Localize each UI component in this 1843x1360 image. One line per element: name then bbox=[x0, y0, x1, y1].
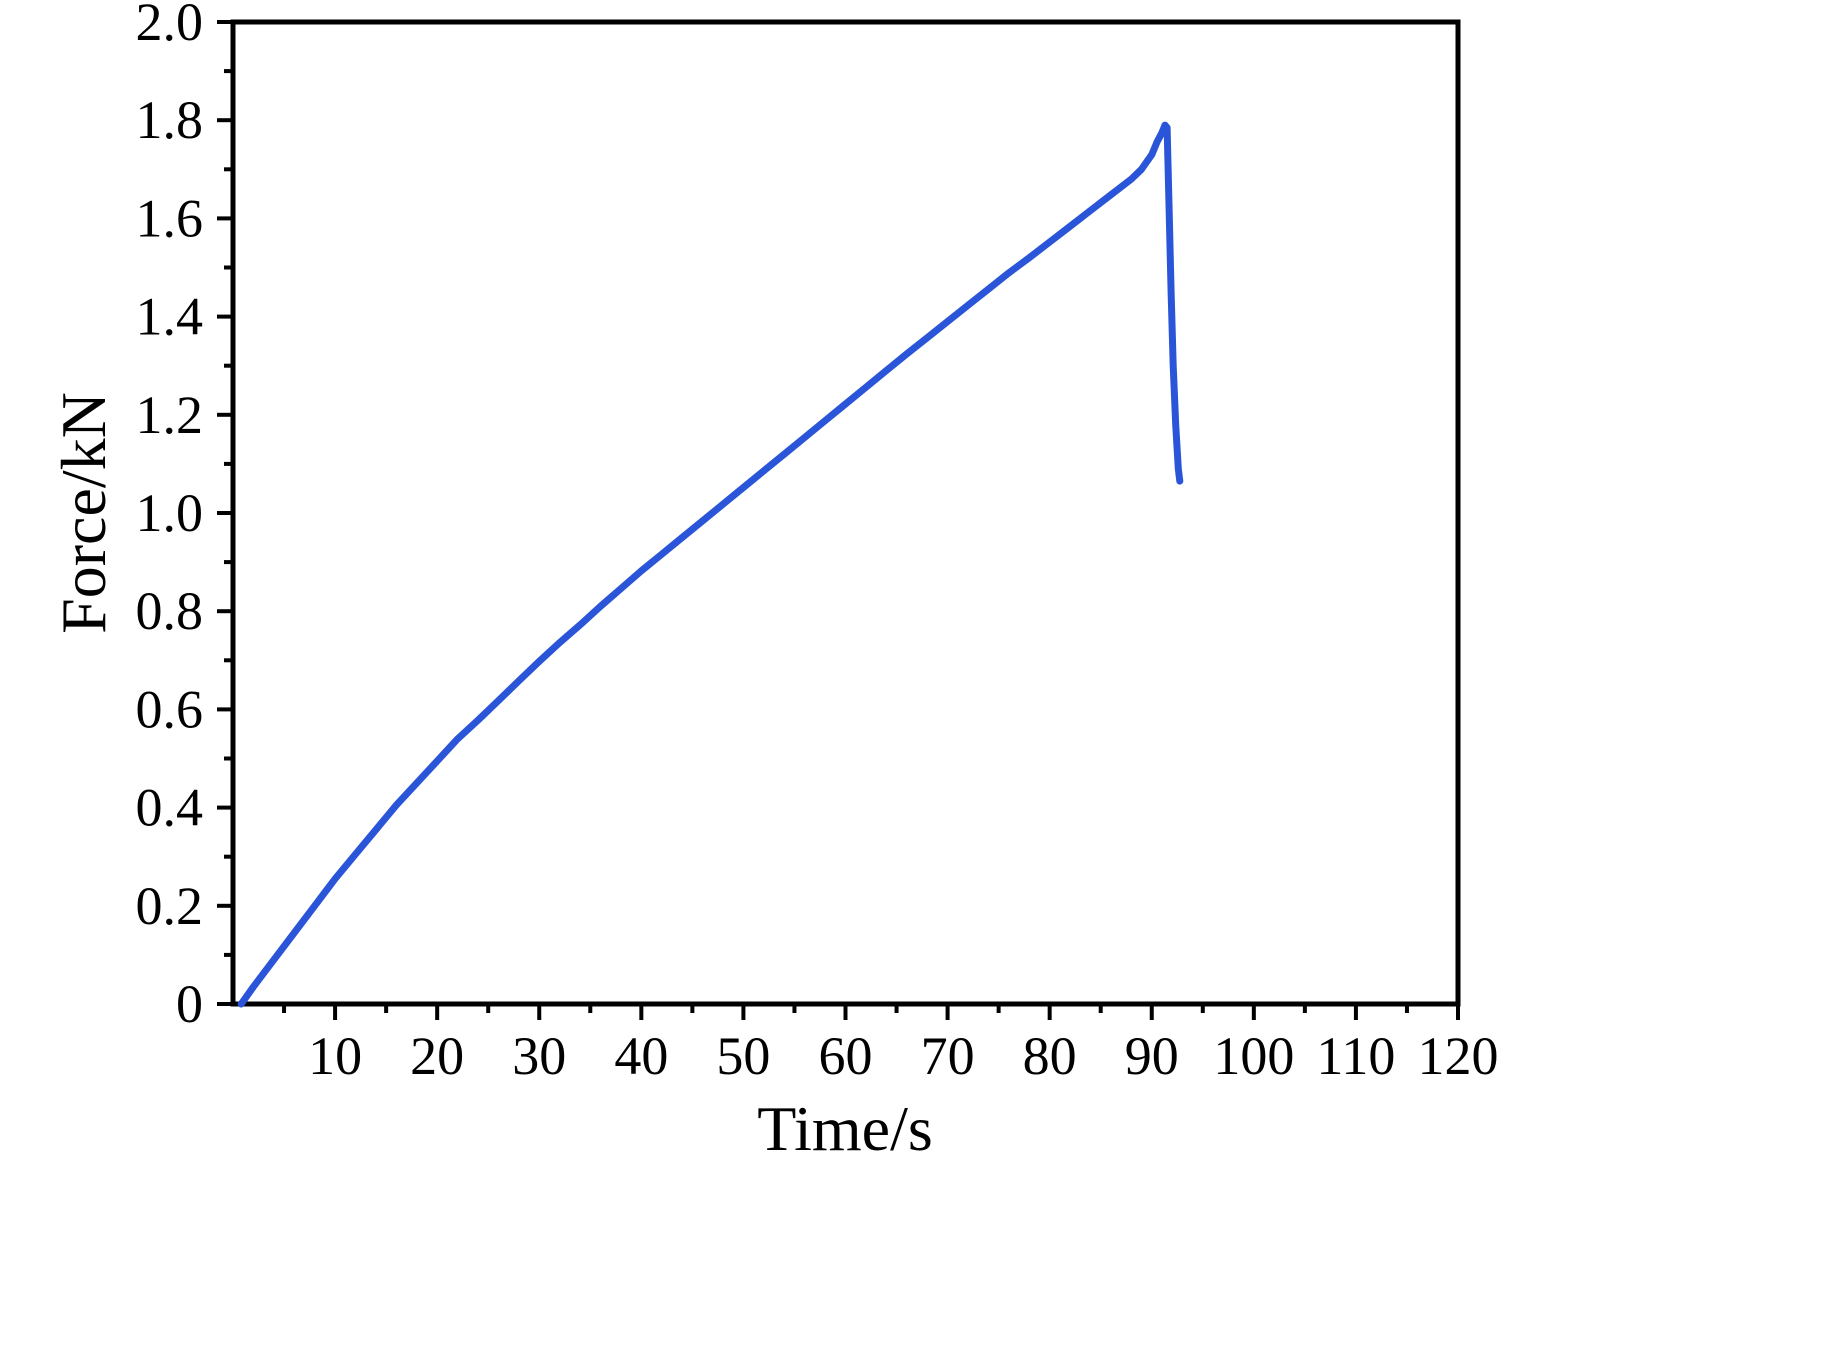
axis-ticks bbox=[217, 20, 1460, 1020]
x-tick-label: 20 bbox=[410, 1026, 464, 1086]
y-tick-label: 0.6 bbox=[136, 679, 204, 739]
x-tick-label: 50 bbox=[716, 1026, 770, 1086]
x-tick-label: 120 bbox=[1418, 1026, 1499, 1086]
x-tick-label: 10 bbox=[308, 1026, 362, 1086]
plot-border bbox=[230, 19, 1461, 1007]
x-tick-label: 70 bbox=[921, 1026, 975, 1086]
y-tick-label: 0.4 bbox=[136, 778, 204, 838]
y-tick-label: 1.2 bbox=[136, 385, 204, 445]
y-axis-label: Force/kN bbox=[48, 392, 119, 634]
y-tick-label: 1.8 bbox=[136, 90, 204, 150]
y-tick-label: 0 bbox=[176, 974, 203, 1034]
x-tick-label: 30 bbox=[512, 1026, 566, 1086]
x-tick-label: 60 bbox=[819, 1026, 873, 1086]
x-tick-label: 110 bbox=[1316, 1026, 1395, 1086]
x-axis-label: Time/s bbox=[757, 1093, 933, 1164]
x-tick-label: 40 bbox=[614, 1026, 668, 1086]
y-tick-label: 2.0 bbox=[136, 0, 204, 52]
y-tick-label: 1.6 bbox=[136, 188, 204, 248]
axis-tick-labels: 10 20 30 40 50 60 70 80 90 100 110 120 0 0.2 0.4 0.6 0.8… bbox=[136, 0, 1499, 1086]
y-tick-label: 0.8 bbox=[136, 581, 204, 641]
y-tick-label: 1.4 bbox=[136, 287, 204, 347]
force-curve bbox=[237, 121, 1184, 1008]
y-tick-label: 1.0 bbox=[136, 483, 204, 543]
x-tick-label: 100 bbox=[1213, 1026, 1294, 1086]
y-tick-label: 0.2 bbox=[136, 876, 204, 936]
x-tick-label: 80 bbox=[1023, 1026, 1077, 1086]
x-tick-label: 90 bbox=[1125, 1026, 1179, 1086]
